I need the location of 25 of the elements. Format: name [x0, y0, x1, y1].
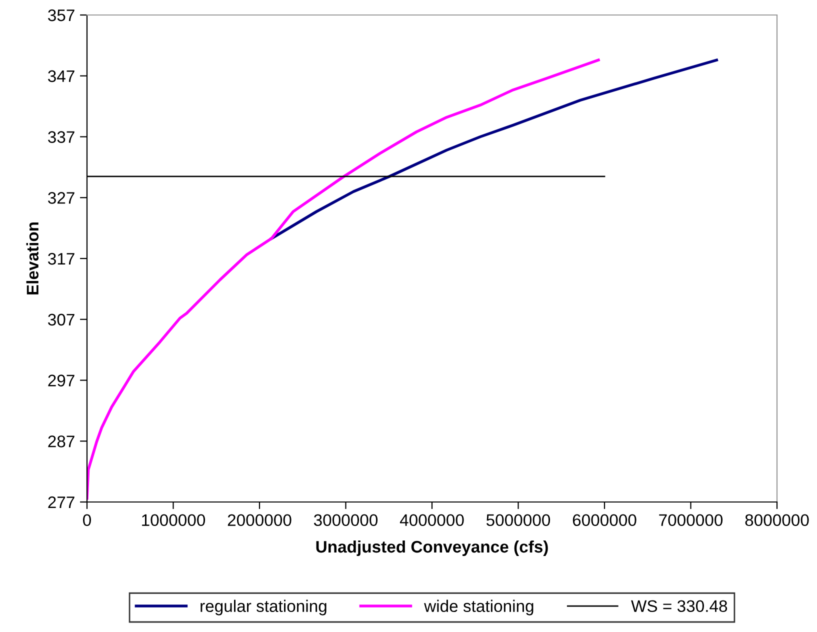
y-tick-label: 297	[48, 374, 74, 386]
x-tick-label: 5000000	[486, 514, 550, 526]
legend-label: wide stationing	[424, 600, 534, 616]
x-tick-label: 0	[83, 514, 91, 526]
y-axis-title: Elevation	[26, 222, 39, 294]
x-tick-label: 7000000	[659, 514, 723, 526]
y-tick-label: 357	[48, 9, 74, 22]
y-tick-label: 327	[48, 192, 74, 204]
x-tick-label: 4000000	[400, 514, 464, 526]
x-tick-label: 6000000	[572, 514, 636, 526]
y-tick-label: 277	[48, 496, 74, 508]
y-tick-label: 307	[48, 314, 74, 326]
x-tick-label: 3000000	[314, 514, 378, 526]
x-tick-label: 2000000	[228, 514, 292, 526]
y-tick-label: 317	[48, 252, 74, 265]
legend-label: regular stationing	[200, 600, 326, 616]
x-tick-label: 8000000	[745, 514, 809, 526]
y-tick-label: 337	[48, 131, 74, 143]
y-tick-label: 347	[48, 70, 74, 82]
line-series	[87, 58, 600, 500]
y-tick-label: 287	[48, 436, 74, 448]
x-axis-title: Unadjusted Conveyance (cfs)	[316, 540, 548, 556]
line-series	[270, 58, 718, 240]
legend-label: WS = 330.48	[631, 600, 728, 612]
x-tick-label: 1000000	[142, 514, 206, 526]
